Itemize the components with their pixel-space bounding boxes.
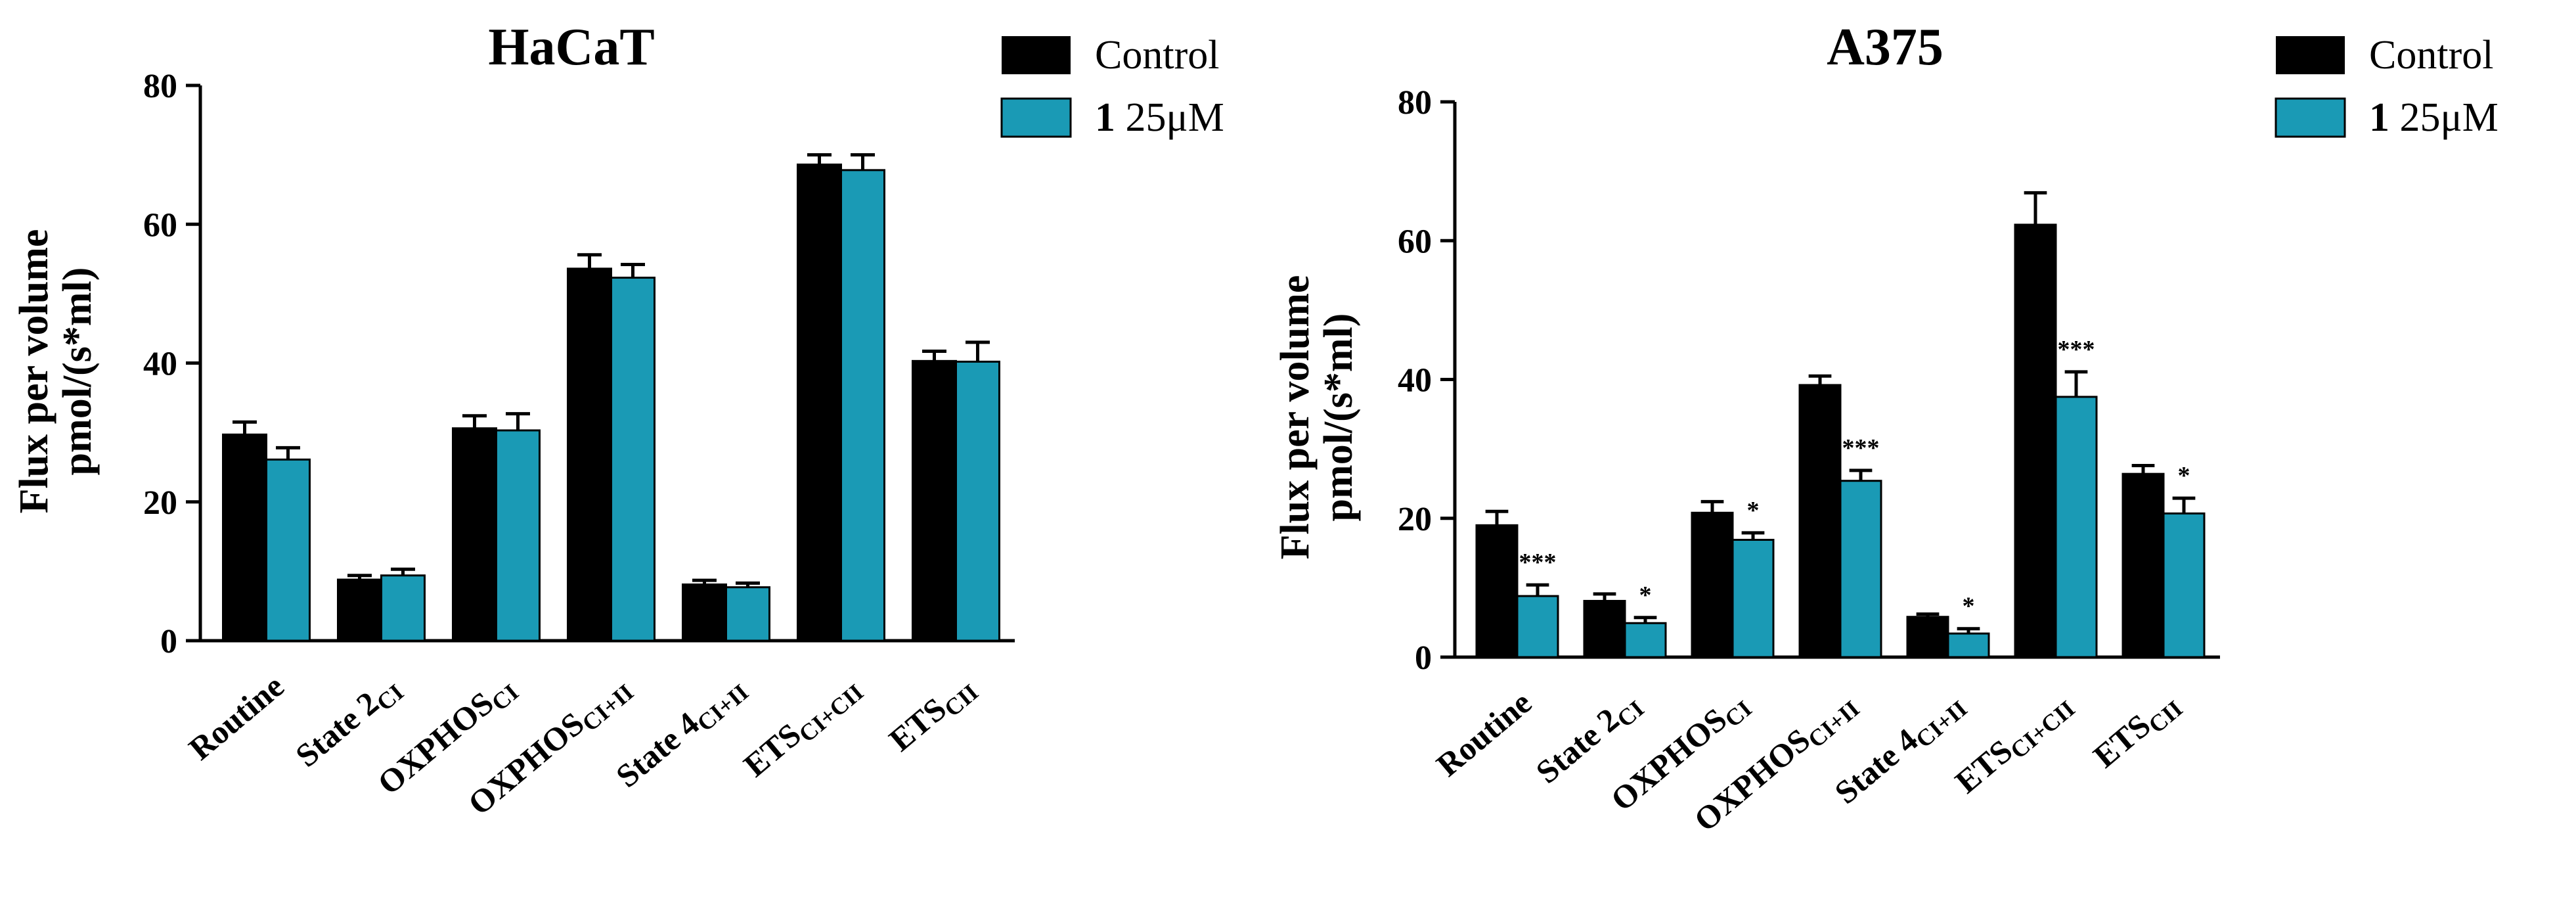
bar (1947, 632, 1990, 658)
y-axis-label-line1: Flux per volume (1273, 275, 1318, 560)
bar (452, 427, 497, 642)
bar (1583, 599, 1626, 658)
bar (912, 359, 957, 642)
x-tick-label-sub: CI+II (1803, 695, 1865, 753)
bar (610, 277, 655, 642)
significance-label: * (2178, 462, 2190, 490)
significance-label: * (1639, 582, 1652, 609)
y-tick-label: 40 (143, 346, 177, 383)
x-tick-label-main: Routine (182, 668, 291, 768)
chart-title: A375 (1827, 18, 1943, 76)
legend-label-treated: 1 25μM (2369, 95, 2498, 140)
bar (1798, 384, 1842, 658)
legend-label-control: Control (2369, 33, 2493, 78)
bar (840, 169, 885, 642)
legend-swatch-treated (1000, 97, 1072, 138)
significance-label: *** (1519, 549, 1557, 576)
bar (797, 163, 842, 642)
legend-label-control: Control (1095, 33, 1219, 78)
legend-label-text: 25μM (2389, 95, 2498, 140)
x-tick-label-sub: CI+CII (2005, 695, 2079, 764)
legend-swatch-control (1002, 36, 1071, 74)
x-tick-label: ETSCII (882, 668, 983, 762)
y-tick-label: 0 (160, 623, 177, 660)
x-tick-label-sub: CI+II (692, 679, 754, 737)
bar (265, 458, 311, 642)
y-tick-label: 80 (143, 68, 177, 105)
bar (1516, 595, 1559, 658)
x-tick-label: OXPHOSCI+II (461, 668, 638, 826)
legend: Control 1 25μM (2275, 33, 2498, 140)
bar (682, 583, 727, 642)
y-tick-label: 20 (143, 484, 177, 522)
chart-hacat: HaCaT Flux per volume pmol/(s*ml) Contro… (12, 18, 1224, 826)
y-tick-label: 80 (1398, 84, 1432, 122)
x-tick-label-main: State 2 (288, 684, 386, 774)
y-tick-label: 40 (1398, 362, 1432, 400)
x-tick-label: Routine (182, 668, 291, 768)
significance-label: *** (2058, 336, 2095, 363)
bar (2014, 223, 2057, 658)
x-tick-label-sub: CI+II (577, 679, 639, 737)
bar (2162, 512, 2206, 658)
bar (1906, 616, 1949, 658)
y-axis-label-line1: Flux per volume (12, 229, 56, 514)
bar (1691, 511, 1734, 658)
x-tick-label-main: State 2 (1529, 700, 1626, 791)
legend-label-bold: 1 (2369, 95, 2389, 140)
x-tick-label: State 4CI+II (609, 668, 753, 798)
bar (1839, 480, 1882, 658)
y-tick-label: 20 (1398, 501, 1432, 538)
bar (2121, 472, 2165, 658)
bar (380, 574, 426, 642)
chart-a375: A375 Flux per volume pmol/(s*ml) Control… (1273, 18, 2498, 838)
legend-label-bold: 1 (1095, 95, 1115, 140)
x-tick-label: ETSCI+CII (1948, 684, 2080, 804)
bar (567, 267, 612, 642)
x-tick-label-main: Routine (1429, 684, 1538, 784)
x-tick-label-sub: CI+II (1911, 695, 1972, 753)
bar (1624, 622, 1667, 658)
x-tick-label-main: State 4 (609, 704, 706, 794)
x-tick-label: ETSCI+CII (736, 668, 868, 788)
bar (725, 586, 770, 642)
chart-title: HaCaT (488, 18, 654, 76)
bar (222, 433, 267, 642)
bar (495, 429, 541, 642)
bar (2054, 396, 2098, 658)
x-tick-label-sub: CI+CII (794, 679, 868, 747)
legend-label-text: 25μM (1115, 95, 1224, 140)
significance-label: * (1747, 497, 1760, 524)
legend-label-treated: 1 25μM (1095, 95, 1224, 140)
legend-label-text: Control (2369, 33, 2493, 78)
y-axis-label-line2: pmol/(s*ml) (1316, 313, 1361, 522)
significance-label: *** (1842, 434, 1880, 462)
significance-label: * (1963, 593, 1975, 620)
y-tick-label: 0 (1415, 639, 1432, 677)
bar (1731, 538, 1775, 658)
x-tick-label-main: State 4 (1828, 721, 1925, 811)
legend-swatch-treated (2275, 97, 2346, 138)
legend-swatch-control (2276, 36, 2345, 74)
legend-label-text: Control (1095, 33, 1219, 78)
y-tick-label: 60 (1398, 223, 1432, 260)
y-tick-label: 60 (143, 206, 177, 244)
legend: Control 1 25μM (1000, 33, 1224, 140)
x-tick-label: Routine (1429, 684, 1538, 784)
y-axis-label-line2: pmol/(s*ml) (55, 267, 100, 476)
bar (955, 360, 1000, 642)
x-tick-label: ETSCII (2086, 684, 2187, 779)
bar (1475, 524, 1519, 658)
bar (337, 578, 382, 642)
